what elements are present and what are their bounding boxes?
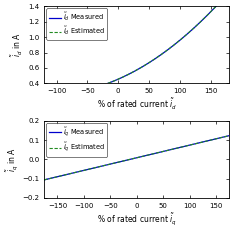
Legend: $\tilde{i}_q$ Measured, $\tilde{i}_q$ Estimated: $\tilde{i}_q$ Measured, $\tilde{i}_q$ Es… [46, 123, 107, 157]
$\tilde{i}_q$ Estimated [228, 134, 231, 137]
$\tilde{i}_d$ Estimated [132, 70, 135, 73]
Line: $\tilde{i}_d$ Measured: $\tilde{i}_d$ Measured [44, 0, 229, 94]
$\tilde{i}_q$ Measured [143, 155, 146, 157]
$\tilde{i}_q$ Measured [131, 158, 134, 160]
$\tilde{i}_d$ Estimated [43, 93, 46, 96]
$\tilde{i}_q$ Estimated [194, 142, 197, 145]
$\tilde{i}_q$ Measured [43, 179, 46, 181]
$\tilde{i}_d$ Measured [47, 93, 50, 96]
$\tilde{i}_q$ Estimated [43, 179, 46, 181]
Legend: $\tilde{i}_d$ Measured, $\tilde{i}_d$ Estimated: $\tilde{i}_d$ Measured, $\tilde{i}_d$ Es… [46, 8, 107, 40]
$\tilde{i}_q$ Measured [194, 142, 197, 145]
Line: $\tilde{i}_q$ Estimated: $\tilde{i}_q$ Estimated [44, 136, 229, 180]
$\tilde{i}_q$ Estimated [131, 158, 134, 160]
Y-axis label: $\tilde{i}_d$ in A: $\tilde{i}_d$ in A [10, 33, 25, 57]
Line: $\tilde{i}_d$ Estimated: $\tilde{i}_d$ Estimated [44, 0, 229, 94]
$\tilde{i}_q$ Estimated [223, 135, 226, 138]
$\tilde{i}_q$ Measured [228, 134, 231, 137]
Line: $\tilde{i}_q$ Measured: $\tilde{i}_q$ Measured [44, 136, 229, 180]
$\tilde{i}_d$ Estimated [131, 71, 134, 74]
X-axis label: % of rated current $\tilde{i}_d$: % of rated current $\tilde{i}_d$ [97, 97, 177, 112]
$\tilde{i}_q$ Measured [132, 157, 135, 160]
$\tilde{i}_q$ Measured [153, 152, 156, 155]
$\tilde{i}_d$ Estimated [195, 24, 198, 27]
$\tilde{i}_d$ Estimated [143, 64, 146, 67]
$\tilde{i}_d$ Measured [143, 64, 146, 67]
$\tilde{i}_q$ Estimated [132, 157, 135, 160]
X-axis label: % of rated current $\tilde{i}_q$: % of rated current $\tilde{i}_q$ [97, 212, 177, 227]
$\tilde{i}_q$ Estimated [153, 152, 156, 155]
$\tilde{i}_d$ Measured [153, 58, 156, 61]
$\tilde{i}_q$ Measured [223, 135, 226, 138]
$\tilde{i}_d$ Measured [43, 93, 46, 96]
$\tilde{i}_d$ Estimated [153, 58, 156, 60]
$\tilde{i}_q$ Estimated [143, 155, 146, 157]
$\tilde{i}_d$ Measured [131, 71, 134, 74]
$\tilde{i}_d$ Measured [195, 24, 198, 27]
$\tilde{i}_d$ Estimated [47, 93, 50, 96]
$\tilde{i}_d$ Measured [132, 70, 135, 73]
Y-axis label: $\tilde{i}_q$ in A: $\tilde{i}_q$ in A [4, 147, 20, 172]
